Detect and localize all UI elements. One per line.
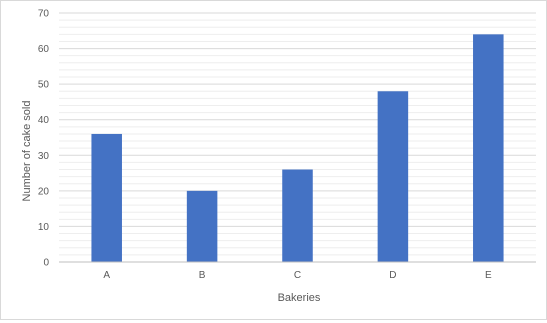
bar-A — [91, 133, 122, 262]
y-tick-label: 60 — [38, 44, 50, 55]
bar-E — [473, 34, 504, 262]
x-tick-label: E — [485, 270, 492, 281]
bar-D — [377, 91, 409, 262]
y-tick-label: 0 — [43, 258, 49, 269]
y-tick-label: 30 — [38, 151, 50, 162]
y-tick-label: 20 — [38, 186, 50, 197]
x-tick-label: D — [389, 270, 396, 281]
y-axis-ticks: 0 10 20 30 40 50 60 70 — [38, 9, 50, 269]
y-tick-label: 10 — [38, 222, 50, 233]
gridlines — [59, 12, 536, 256]
x-tick-label: C — [294, 270, 301, 281]
y-tick-label: 50 — [38, 80, 50, 91]
x-tick-label: A — [103, 270, 110, 281]
y-tick-label: 40 — [38, 115, 50, 126]
x-axis-title: Bakeries — [278, 292, 321, 304]
bar-C — [282, 169, 313, 262]
x-tick-label: B — [199, 270, 206, 281]
y-tick-label: 70 — [38, 9, 50, 20]
x-axis-ticks: A B C D E — [103, 270, 492, 281]
bars — [91, 34, 504, 262]
bar-B — [186, 190, 218, 262]
y-axis-title: Number of cake sold — [21, 101, 33, 202]
